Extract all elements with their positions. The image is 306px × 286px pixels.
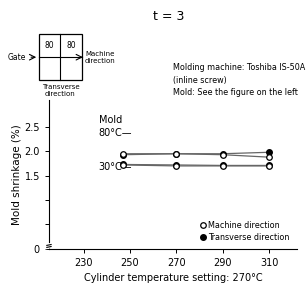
Text: 30°C—: 30°C— [99,162,132,172]
X-axis label: Cylinder temperature setting: 270°C: Cylinder temperature setting: 270°C [84,273,262,283]
Y-axis label: Mold shrinkage (%): Mold shrinkage (%) [12,124,22,225]
Text: t = 3: t = 3 [153,10,184,23]
Bar [39,34,82,80]
Text: Gate: Gate [8,53,26,62]
Text: Machine
direction: Machine direction [85,51,116,64]
Legend: Machine direction, Transverse direction: Machine direction, Transverse direction [198,218,293,245]
Text: Mold: Mold [99,115,122,125]
Text: Molding machine: Toshiba IS-50A
(inline screw)
Mold: See the figure on the left: Molding machine: Toshiba IS-50A (inline … [173,63,305,97]
Text: 80°C—: 80°C— [99,128,132,138]
Text: 80: 80 [45,41,54,50]
Text: 80: 80 [66,41,76,50]
Text: Transverse
direction: Transverse direction [42,84,79,97]
